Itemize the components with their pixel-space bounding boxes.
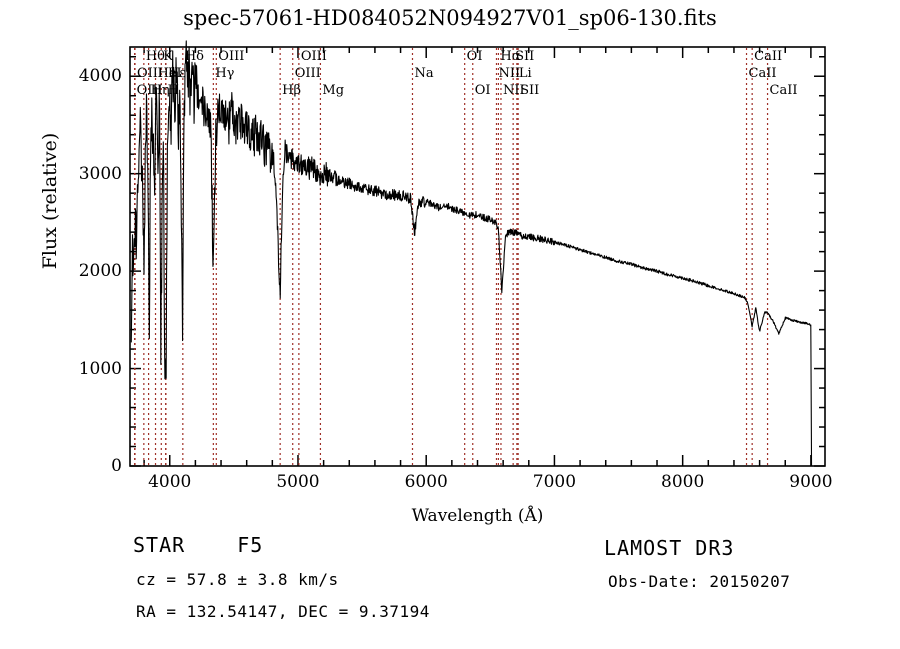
spectral-line-label: OI — [474, 83, 491, 98]
spectral-line-label: SII — [515, 49, 535, 64]
spectral-line-label: SII — [520, 83, 540, 98]
spectral-line-label: Hη — [150, 83, 170, 98]
spectral-line-label: CaII — [748, 66, 777, 81]
y-tick-label: 2000 — [78, 261, 122, 282]
x-tick-label: 9000 — [789, 472, 833, 492]
spectral-line-label: OIII — [137, 66, 164, 81]
spectral-line-label: Li — [518, 66, 532, 81]
plot-frame — [129, 46, 826, 467]
spectral-line-label: NII — [498, 66, 521, 81]
spectrum-curve — [130, 40, 813, 467]
y-tick-label: 3000 — [78, 163, 122, 184]
spectral-line-label: Hγ — [215, 66, 235, 81]
coordinates: RA = 132.54147, DEC = 9.37194 — [136, 602, 430, 621]
redshift-velocity: cz = 57.8 ± 3.8 km/s — [136, 570, 339, 589]
spectral-line-label: Mg — [322, 83, 345, 98]
survey-name: LAMOST DR3 — [604, 536, 735, 560]
spectral-line-label: CaII — [769, 83, 798, 98]
observation-date: Obs-Date: 20150207 — [608, 572, 791, 591]
y-tick-label: 4000 — [78, 66, 122, 87]
x-tick-label: 7000 — [532, 472, 577, 492]
spectral-line-label: OIII — [218, 49, 245, 64]
spectral-line-label: OI — [466, 49, 483, 64]
spectral-line-label: Hβ — [282, 83, 301, 98]
spectral-line-label: HeI — [157, 66, 182, 81]
spectral-line-label: Hα — [500, 49, 521, 64]
x-tick-label: 4000 — [148, 472, 192, 492]
figure-title: spec-57061-HD084052N094927V01_sp06-130.f… — [183, 6, 717, 30]
spectral-line-label: Na — [414, 66, 434, 81]
spectral-line-label: Hε — [167, 66, 186, 81]
y-axis-title: Flux (relative) — [39, 132, 61, 270]
spectral-line-label: Hθ — [145, 49, 166, 64]
spectral-line-label: NII — [502, 83, 525, 98]
spectral-line-label: K — [163, 49, 173, 64]
y-tick-label: 1000 — [78, 358, 122, 379]
object-type-label: STAR F5 — [133, 533, 263, 557]
object-type: STAR — [133, 533, 186, 557]
x-tick-label: 8000 — [661, 472, 705, 492]
y-tick-label: 0 — [111, 456, 122, 476]
axis-ticks — [130, 47, 825, 467]
x-tick-label: 6000 — [404, 472, 448, 492]
spectral-line-label: OIII — [136, 83, 163, 98]
spectral-line-label: Hδ — [184, 49, 204, 64]
x-axis-title: Wavelength (Å) — [411, 506, 544, 526]
spectral-line-label: OIII — [294, 66, 321, 81]
spectral-line-label: CaII — [754, 49, 783, 64]
spectral-class: F5 — [237, 533, 264, 557]
spectral-line-label: H — [167, 83, 179, 98]
spectral-line-label: OIII — [300, 49, 327, 64]
x-tick-label: 5000 — [276, 472, 320, 492]
